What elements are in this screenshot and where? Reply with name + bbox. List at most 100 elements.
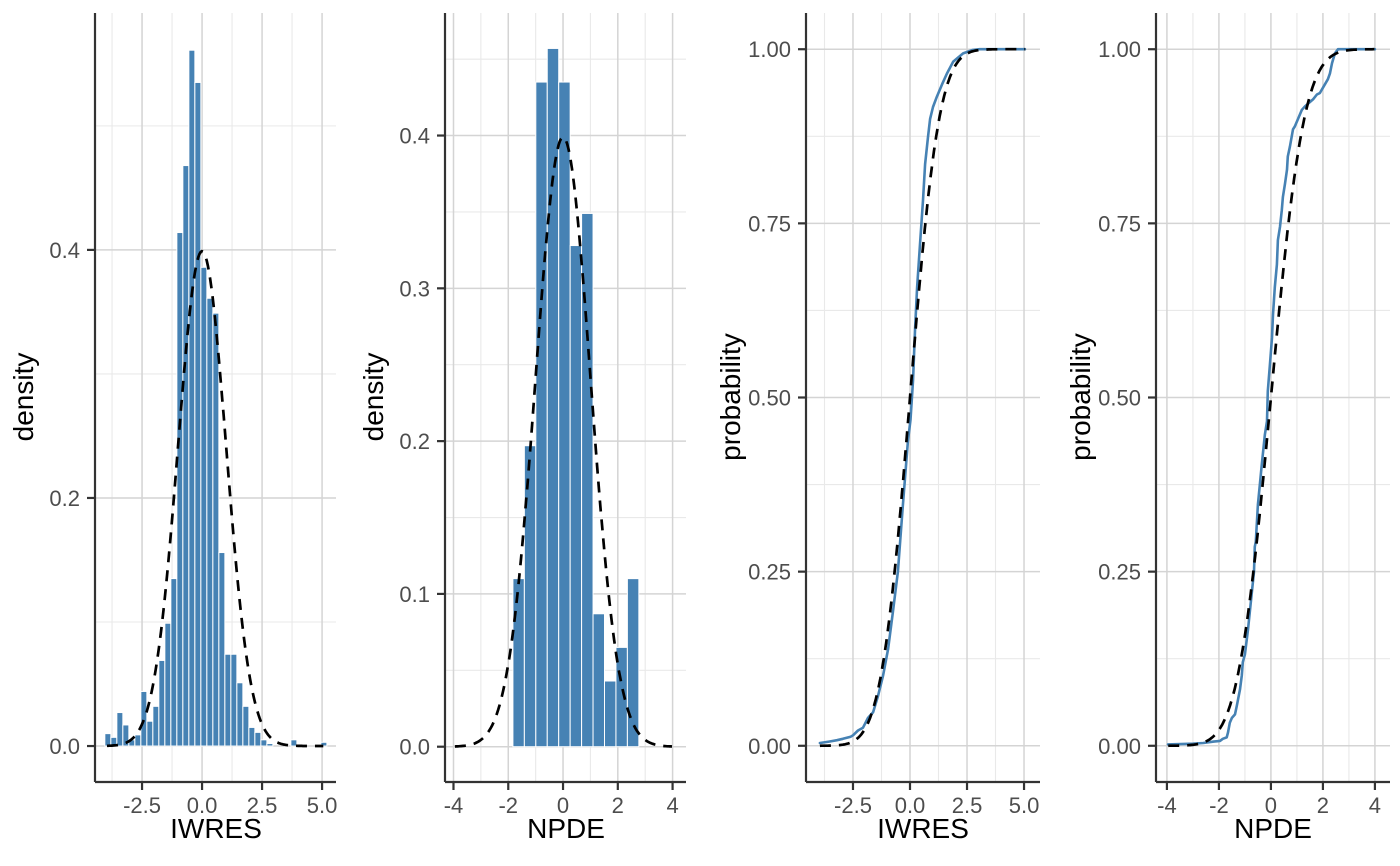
x-tick-labels: -4 -2 0 2 4 bbox=[444, 793, 679, 818]
y-tick-label: 0.00 bbox=[1098, 734, 1141, 759]
histogram-bar bbox=[230, 653, 238, 747]
histogram-bar bbox=[152, 705, 160, 747]
y-tick-label: 0.2 bbox=[399, 429, 430, 454]
x-tick-label: 2.5 bbox=[952, 793, 983, 818]
histogram-bar bbox=[134, 734, 142, 747]
histogram-bar bbox=[592, 613, 605, 748]
histogram-bar bbox=[260, 739, 268, 747]
x-tick-label: -2 bbox=[1209, 793, 1229, 818]
x-tick-label: 2 bbox=[1317, 793, 1329, 818]
tick-marks bbox=[1148, 48, 1377, 790]
histogram-bar bbox=[170, 578, 178, 747]
y-tick-label: 0.4 bbox=[399, 124, 430, 149]
y-tick-labels: 0.0 0.1 0.2 0.3 0.4 bbox=[399, 124, 430, 760]
y-tick-label: 0.50 bbox=[1098, 386, 1141, 411]
gridlines-major bbox=[1156, 13, 1390, 782]
normal-reference-curve bbox=[454, 135, 673, 748]
x-tick-label: 2.5 bbox=[247, 793, 278, 818]
tick-marks bbox=[437, 134, 674, 790]
y-tick-labels: 0.0 0.2 0.4 bbox=[49, 238, 80, 759]
normal-reference-curve bbox=[819, 47, 1026, 748]
y-tick-label: 1.00 bbox=[748, 37, 791, 62]
histogram-bar bbox=[242, 705, 250, 747]
tick-marks bbox=[87, 248, 324, 790]
x-tick-labels: -2.5 0.0 2.5 5.0 bbox=[123, 793, 337, 818]
x-tick-label: -4 bbox=[1157, 793, 1177, 818]
axis-lines bbox=[804, 13, 1040, 784]
x-tick-label: 0.0 bbox=[187, 793, 218, 818]
x-tick-label: 2 bbox=[612, 793, 624, 818]
histogram-bar bbox=[158, 659, 166, 747]
y-tick-label: 0.00 bbox=[748, 734, 791, 759]
x-axis-title-npde-hist: NPDE bbox=[527, 813, 605, 844]
histogram-bar bbox=[523, 445, 537, 748]
axis-lines bbox=[1154, 13, 1390, 784]
histogram-bar bbox=[248, 726, 256, 747]
histogram-bar bbox=[206, 297, 214, 747]
histogram-bar bbox=[236, 682, 244, 747]
histogram-bar bbox=[558, 81, 571, 748]
histogram-bar bbox=[146, 720, 154, 747]
histogram-bar bbox=[290, 739, 298, 747]
histogram-bar bbox=[200, 266, 208, 747]
histogram-bar bbox=[182, 165, 190, 747]
histogram-bar bbox=[212, 312, 220, 747]
y-tick-labels: 0.00 0.25 0.50 0.75 1.00 bbox=[1098, 37, 1141, 759]
x-tick-label: 4 bbox=[666, 793, 678, 818]
histogram-bar bbox=[320, 741, 328, 747]
y-axis-title-density-1: density bbox=[8, 352, 39, 442]
histogram-bar bbox=[188, 49, 196, 747]
histogram-bar bbox=[266, 743, 274, 747]
x-tick-label: 5.0 bbox=[1009, 793, 1040, 818]
x-tick-label: -2.5 bbox=[123, 793, 161, 818]
x-tick-label: 4 bbox=[1369, 793, 1381, 818]
histogram-bar bbox=[224, 653, 232, 747]
histogram-bars bbox=[104, 49, 328, 747]
x-tick-label: 0 bbox=[557, 793, 569, 818]
histogram-bar bbox=[581, 212, 594, 748]
y-axis-title-density-2: density bbox=[358, 352, 389, 442]
y-tick-label: 0.0 bbox=[49, 734, 80, 759]
histogram-bar bbox=[164, 622, 172, 747]
histogram-bar bbox=[535, 81, 548, 748]
y-axis-title-probability-1: probability bbox=[715, 333, 746, 461]
y-tick-label: 0.25 bbox=[748, 560, 791, 585]
histogram-bar bbox=[122, 724, 130, 747]
x-tick-label: 0 bbox=[1265, 793, 1277, 818]
gridlines-major bbox=[806, 13, 1040, 782]
histogram-bar bbox=[140, 690, 148, 747]
x-axis-title-npde-ecdf: NPDE bbox=[1234, 813, 1312, 844]
y-axis-title-probability-2: probability bbox=[1065, 333, 1096, 461]
x-tick-label: 5.0 bbox=[307, 793, 338, 818]
y-tick-label: 0.3 bbox=[399, 276, 430, 301]
histogram-bar bbox=[626, 578, 640, 748]
histogram-bar bbox=[512, 578, 525, 748]
y-tick-labels: 0.00 0.25 0.50 0.75 1.00 bbox=[748, 37, 791, 759]
y-tick-label: 0.75 bbox=[748, 211, 791, 236]
y-tick-label: 0.4 bbox=[49, 238, 80, 263]
ecdf-line bbox=[818, 47, 1027, 745]
tick-marks bbox=[798, 48, 1026, 790]
histogram-bar bbox=[603, 680, 617, 748]
histogram-bar bbox=[254, 731, 262, 747]
x-axis-title-iwres-ecdf: IWRES bbox=[877, 813, 969, 844]
x-tick-label: -2.5 bbox=[834, 793, 872, 818]
x-tick-labels: -2.5 0.0 2.5 5.0 bbox=[834, 793, 1039, 818]
histogram-bar bbox=[116, 712, 124, 747]
histogram-bar bbox=[176, 232, 184, 747]
y-tick-label: 0.25 bbox=[1098, 560, 1141, 585]
y-tick-label: 0.2 bbox=[49, 486, 80, 511]
y-tick-label: 0.1 bbox=[399, 582, 430, 607]
histogram-bar bbox=[218, 552, 226, 747]
y-tick-label: 0.75 bbox=[1098, 211, 1141, 236]
y-tick-label: 0.0 bbox=[399, 735, 430, 760]
histogram-bars bbox=[512, 47, 640, 748]
x-tick-labels: -4 -2 0 2 4 bbox=[1157, 793, 1381, 818]
histogram-bar bbox=[546, 47, 560, 748]
histogram-bar bbox=[104, 733, 112, 747]
ecdf-line bbox=[1166, 47, 1377, 746]
histogram-bar bbox=[569, 245, 583, 748]
normal-reference-curve bbox=[107, 249, 324, 748]
panel-iwres-histogram: -2.5 0.0 2.5 5.0 0.0 0.2 0.4 bbox=[49, 13, 337, 818]
x-axis-title-iwres-hist: IWRES bbox=[170, 813, 262, 844]
